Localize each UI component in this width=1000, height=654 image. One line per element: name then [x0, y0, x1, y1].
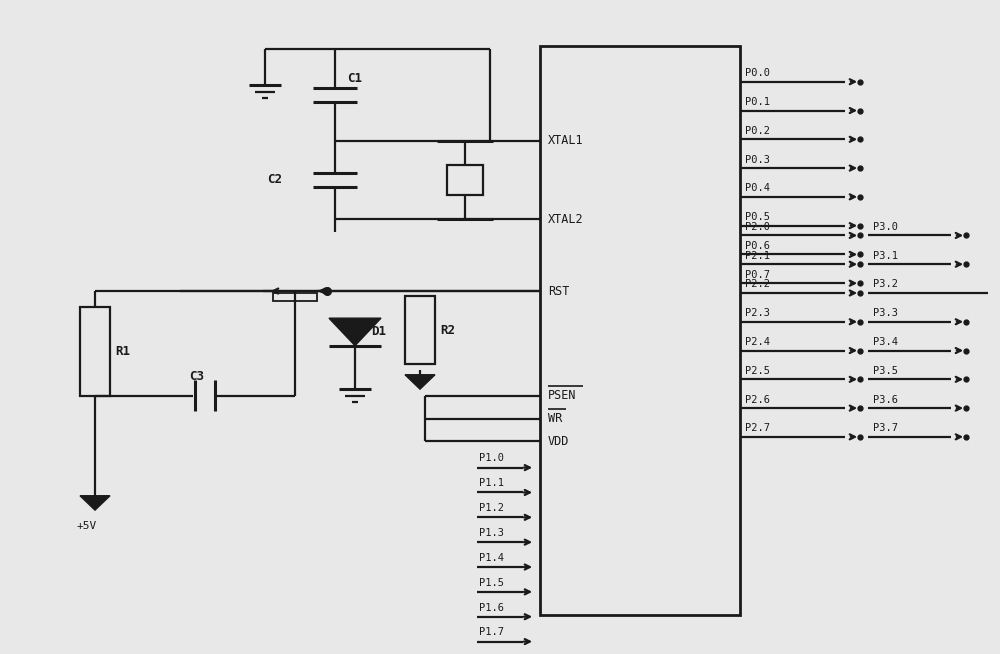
Text: P3.2: P3.2 — [873, 279, 898, 290]
Text: P1.0: P1.0 — [479, 453, 504, 464]
Text: RST: RST — [548, 284, 569, 298]
Text: P0.5: P0.5 — [745, 212, 770, 222]
Text: P2.1: P2.1 — [745, 250, 770, 261]
Text: P3.3: P3.3 — [873, 308, 898, 318]
Text: P0.7: P0.7 — [745, 269, 770, 280]
Polygon shape — [80, 496, 110, 510]
Bar — [540, 46, 740, 615]
Text: P1.2: P1.2 — [479, 503, 504, 513]
Text: P1.5: P1.5 — [479, 577, 504, 588]
Text: WR: WR — [548, 412, 562, 425]
Text: P3.1: P3.1 — [873, 250, 898, 261]
Text: P3.0: P3.0 — [873, 222, 898, 232]
Text: P3.7: P3.7 — [873, 423, 898, 434]
Text: P2.2: P2.2 — [745, 279, 770, 290]
Text: R2: R2 — [440, 324, 455, 337]
Polygon shape — [329, 318, 381, 345]
Text: P2.3: P2.3 — [745, 308, 770, 318]
Text: P1.3: P1.3 — [479, 528, 504, 538]
Text: R1: R1 — [115, 345, 130, 358]
Text: P2.7: P2.7 — [745, 423, 770, 434]
Text: P1.7: P1.7 — [479, 627, 504, 638]
Polygon shape — [405, 375, 435, 389]
Text: P0.2: P0.2 — [745, 126, 770, 136]
Text: VDD: VDD — [548, 435, 569, 448]
Text: P0.1: P0.1 — [745, 97, 770, 107]
Text: P3.4: P3.4 — [873, 337, 898, 347]
Text: P0.6: P0.6 — [745, 241, 770, 251]
Bar — [447, 165, 483, 195]
Text: P2.5: P2.5 — [745, 366, 770, 376]
Text: P2.0: P2.0 — [745, 222, 770, 232]
Text: P3.5: P3.5 — [873, 366, 898, 376]
Text: C2: C2 — [267, 173, 282, 186]
Text: XTAL2: XTAL2 — [548, 213, 584, 226]
Text: D1: D1 — [371, 326, 386, 338]
Bar — [273, 293, 317, 301]
Text: P1.1: P1.1 — [479, 478, 504, 489]
Text: P0.3: P0.3 — [745, 154, 770, 165]
Text: C1: C1 — [347, 72, 362, 85]
Text: P0.4: P0.4 — [745, 183, 770, 194]
Text: P3.6: P3.6 — [873, 394, 898, 405]
Text: PSEN: PSEN — [548, 389, 576, 402]
Text: P0.0: P0.0 — [745, 68, 770, 78]
Bar — [80, 307, 110, 396]
Text: XTAL1: XTAL1 — [548, 134, 584, 147]
Text: P1.6: P1.6 — [479, 602, 504, 613]
Text: P2.6: P2.6 — [745, 394, 770, 405]
Text: +5V: +5V — [77, 521, 97, 532]
Text: P2.4: P2.4 — [745, 337, 770, 347]
Text: P1.4: P1.4 — [479, 553, 504, 563]
Bar — [405, 296, 435, 364]
Text: C3: C3 — [189, 370, 204, 383]
